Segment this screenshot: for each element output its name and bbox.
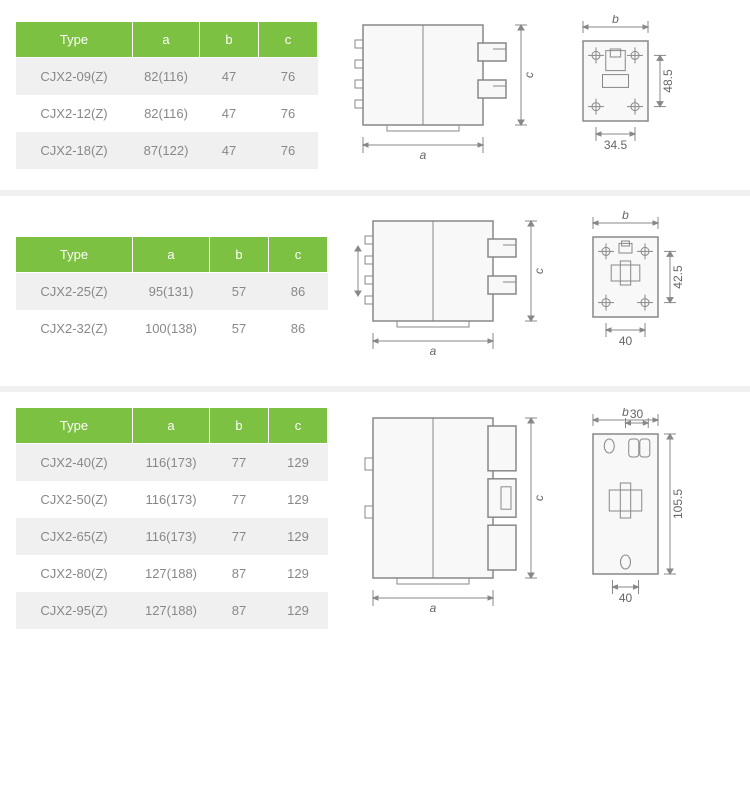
table-cell: 82(116) xyxy=(133,95,200,132)
table-cell: 129 xyxy=(269,481,328,518)
table-cell: CJX2-09(Z) xyxy=(16,58,133,96)
dimensions-table: TypeabcCJX2-25(Z)95(131)5786CJX2-32(Z)10… xyxy=(15,236,328,347)
table-cell: 76 xyxy=(259,58,318,96)
side-view-diagram: 48.5 a c xyxy=(353,211,563,371)
table-cell: 76 xyxy=(259,95,318,132)
table-cell: 87(122) xyxy=(133,132,200,169)
table-cell: 127(188) xyxy=(133,555,210,592)
table-cell: 95(131) xyxy=(133,272,210,310)
side-view-diagram: a c xyxy=(353,408,563,628)
table-cell: 77 xyxy=(210,481,269,518)
table-cell: CJX2-32(Z) xyxy=(16,310,133,347)
svg-text:40: 40 xyxy=(619,334,633,348)
dimensions-table: TypeabcCJX2-40(Z)116(173)77129CJX2-50(Z)… xyxy=(15,407,328,629)
table-row: CJX2-40(Z)116(173)77129 xyxy=(16,444,328,482)
spec-section-2: TypeabcCJX2-40(Z)116(173)77129CJX2-50(Z)… xyxy=(0,392,750,644)
table-cell: 86 xyxy=(269,310,328,347)
svg-text:c: c xyxy=(532,268,546,274)
spec-section-1: TypeabcCJX2-25(Z)95(131)5786CJX2-32(Z)10… xyxy=(0,196,750,392)
table-row: CJX2-18(Z)87(122)4776 xyxy=(16,132,318,169)
svg-text:a: a xyxy=(430,344,437,358)
table-row: CJX2-12(Z)82(116)4776 xyxy=(16,95,318,132)
table-cell: CJX2-12(Z) xyxy=(16,95,133,132)
table-cell: 57 xyxy=(210,310,269,347)
table-cell: 57 xyxy=(210,272,269,310)
table-cell: 77 xyxy=(210,444,269,482)
diagram-group: a c b 30 105.5 40 xyxy=(353,408,708,628)
svg-text:b: b xyxy=(612,15,619,26)
spec-section-0: TypeabcCJX2-09(Z)82(116)4776CJX2-12(Z)82… xyxy=(0,0,750,196)
table-cell: CJX2-40(Z) xyxy=(16,444,133,482)
table-row: CJX2-50(Z)116(173)77129 xyxy=(16,481,328,518)
table-header: Type xyxy=(16,22,133,58)
table-row: CJX2-80(Z)127(188)87129 xyxy=(16,555,328,592)
table-cell: 47 xyxy=(200,95,259,132)
svg-text:c: c xyxy=(522,72,536,78)
table-cell: 129 xyxy=(269,592,328,629)
table-header: b xyxy=(210,408,269,444)
svg-text:a: a xyxy=(420,148,427,162)
svg-text:48.5: 48.5 xyxy=(353,259,356,283)
front-view-diagram: b 30 105.5 40 xyxy=(583,408,708,628)
table-cell: 129 xyxy=(269,555,328,592)
table-row: CJX2-32(Z)100(138)5786 xyxy=(16,310,328,347)
side-view-diagram: a c xyxy=(343,15,553,175)
svg-text:c: c xyxy=(532,495,546,501)
table-header: c xyxy=(269,236,328,272)
diagram-group: a c b 48.5 34.5 xyxy=(343,15,698,175)
svg-text:105.5: 105.5 xyxy=(671,489,685,519)
table-cell: 82(116) xyxy=(133,58,200,96)
diagram-group: 48.5 a c b 42.5 4 xyxy=(353,211,708,371)
dimensions-table: TypeabcCJX2-09(Z)82(116)4776CJX2-12(Z)82… xyxy=(15,21,318,169)
table-header: Type xyxy=(16,236,133,272)
table-cell: CJX2-50(Z) xyxy=(16,481,133,518)
table-cell: 129 xyxy=(269,444,328,482)
front-view-diagram: b 48.5 34.5 xyxy=(573,15,698,175)
svg-text:b: b xyxy=(622,408,629,419)
table-header: c xyxy=(269,408,328,444)
table-header: b xyxy=(200,22,259,58)
svg-text:48.5: 48.5 xyxy=(661,69,675,93)
svg-text:42.5: 42.5 xyxy=(671,265,685,289)
table-cell: CJX2-80(Z) xyxy=(16,555,133,592)
table-header: a xyxy=(133,22,200,58)
table-row: CJX2-95(Z)127(188)87129 xyxy=(16,592,328,629)
table-cell: 116(173) xyxy=(133,481,210,518)
table-cell: 76 xyxy=(259,132,318,169)
table-cell: 86 xyxy=(269,272,328,310)
front-view-diagram: b 42.5 40 xyxy=(583,211,708,371)
svg-text:40: 40 xyxy=(619,591,633,605)
svg-text:b: b xyxy=(622,211,629,222)
svg-text:30: 30 xyxy=(630,408,644,421)
table-cell: 100(138) xyxy=(133,310,210,347)
table-row: CJX2-09(Z)82(116)4776 xyxy=(16,58,318,96)
table-cell: CJX2-18(Z) xyxy=(16,132,133,169)
table-header: a xyxy=(133,408,210,444)
table-row: CJX2-65(Z)116(173)77129 xyxy=(16,518,328,555)
table-cell: 116(173) xyxy=(133,444,210,482)
table-cell: CJX2-95(Z) xyxy=(16,592,133,629)
table-cell: 87 xyxy=(210,555,269,592)
table-cell: CJX2-25(Z) xyxy=(16,272,133,310)
table-cell: 127(188) xyxy=(133,592,210,629)
svg-text:a: a xyxy=(430,601,437,615)
table-row: CJX2-25(Z)95(131)5786 xyxy=(16,272,328,310)
table-header: c xyxy=(259,22,318,58)
table-cell: 87 xyxy=(210,592,269,629)
table-cell: 129 xyxy=(269,518,328,555)
table-cell: 116(173) xyxy=(133,518,210,555)
table-header: b xyxy=(210,236,269,272)
table-header: Type xyxy=(16,408,133,444)
table-header: a xyxy=(133,236,210,272)
table-cell: 47 xyxy=(200,132,259,169)
svg-text:34.5: 34.5 xyxy=(604,138,628,152)
table-cell: 77 xyxy=(210,518,269,555)
table-cell: CJX2-65(Z) xyxy=(16,518,133,555)
table-cell: 47 xyxy=(200,58,259,96)
